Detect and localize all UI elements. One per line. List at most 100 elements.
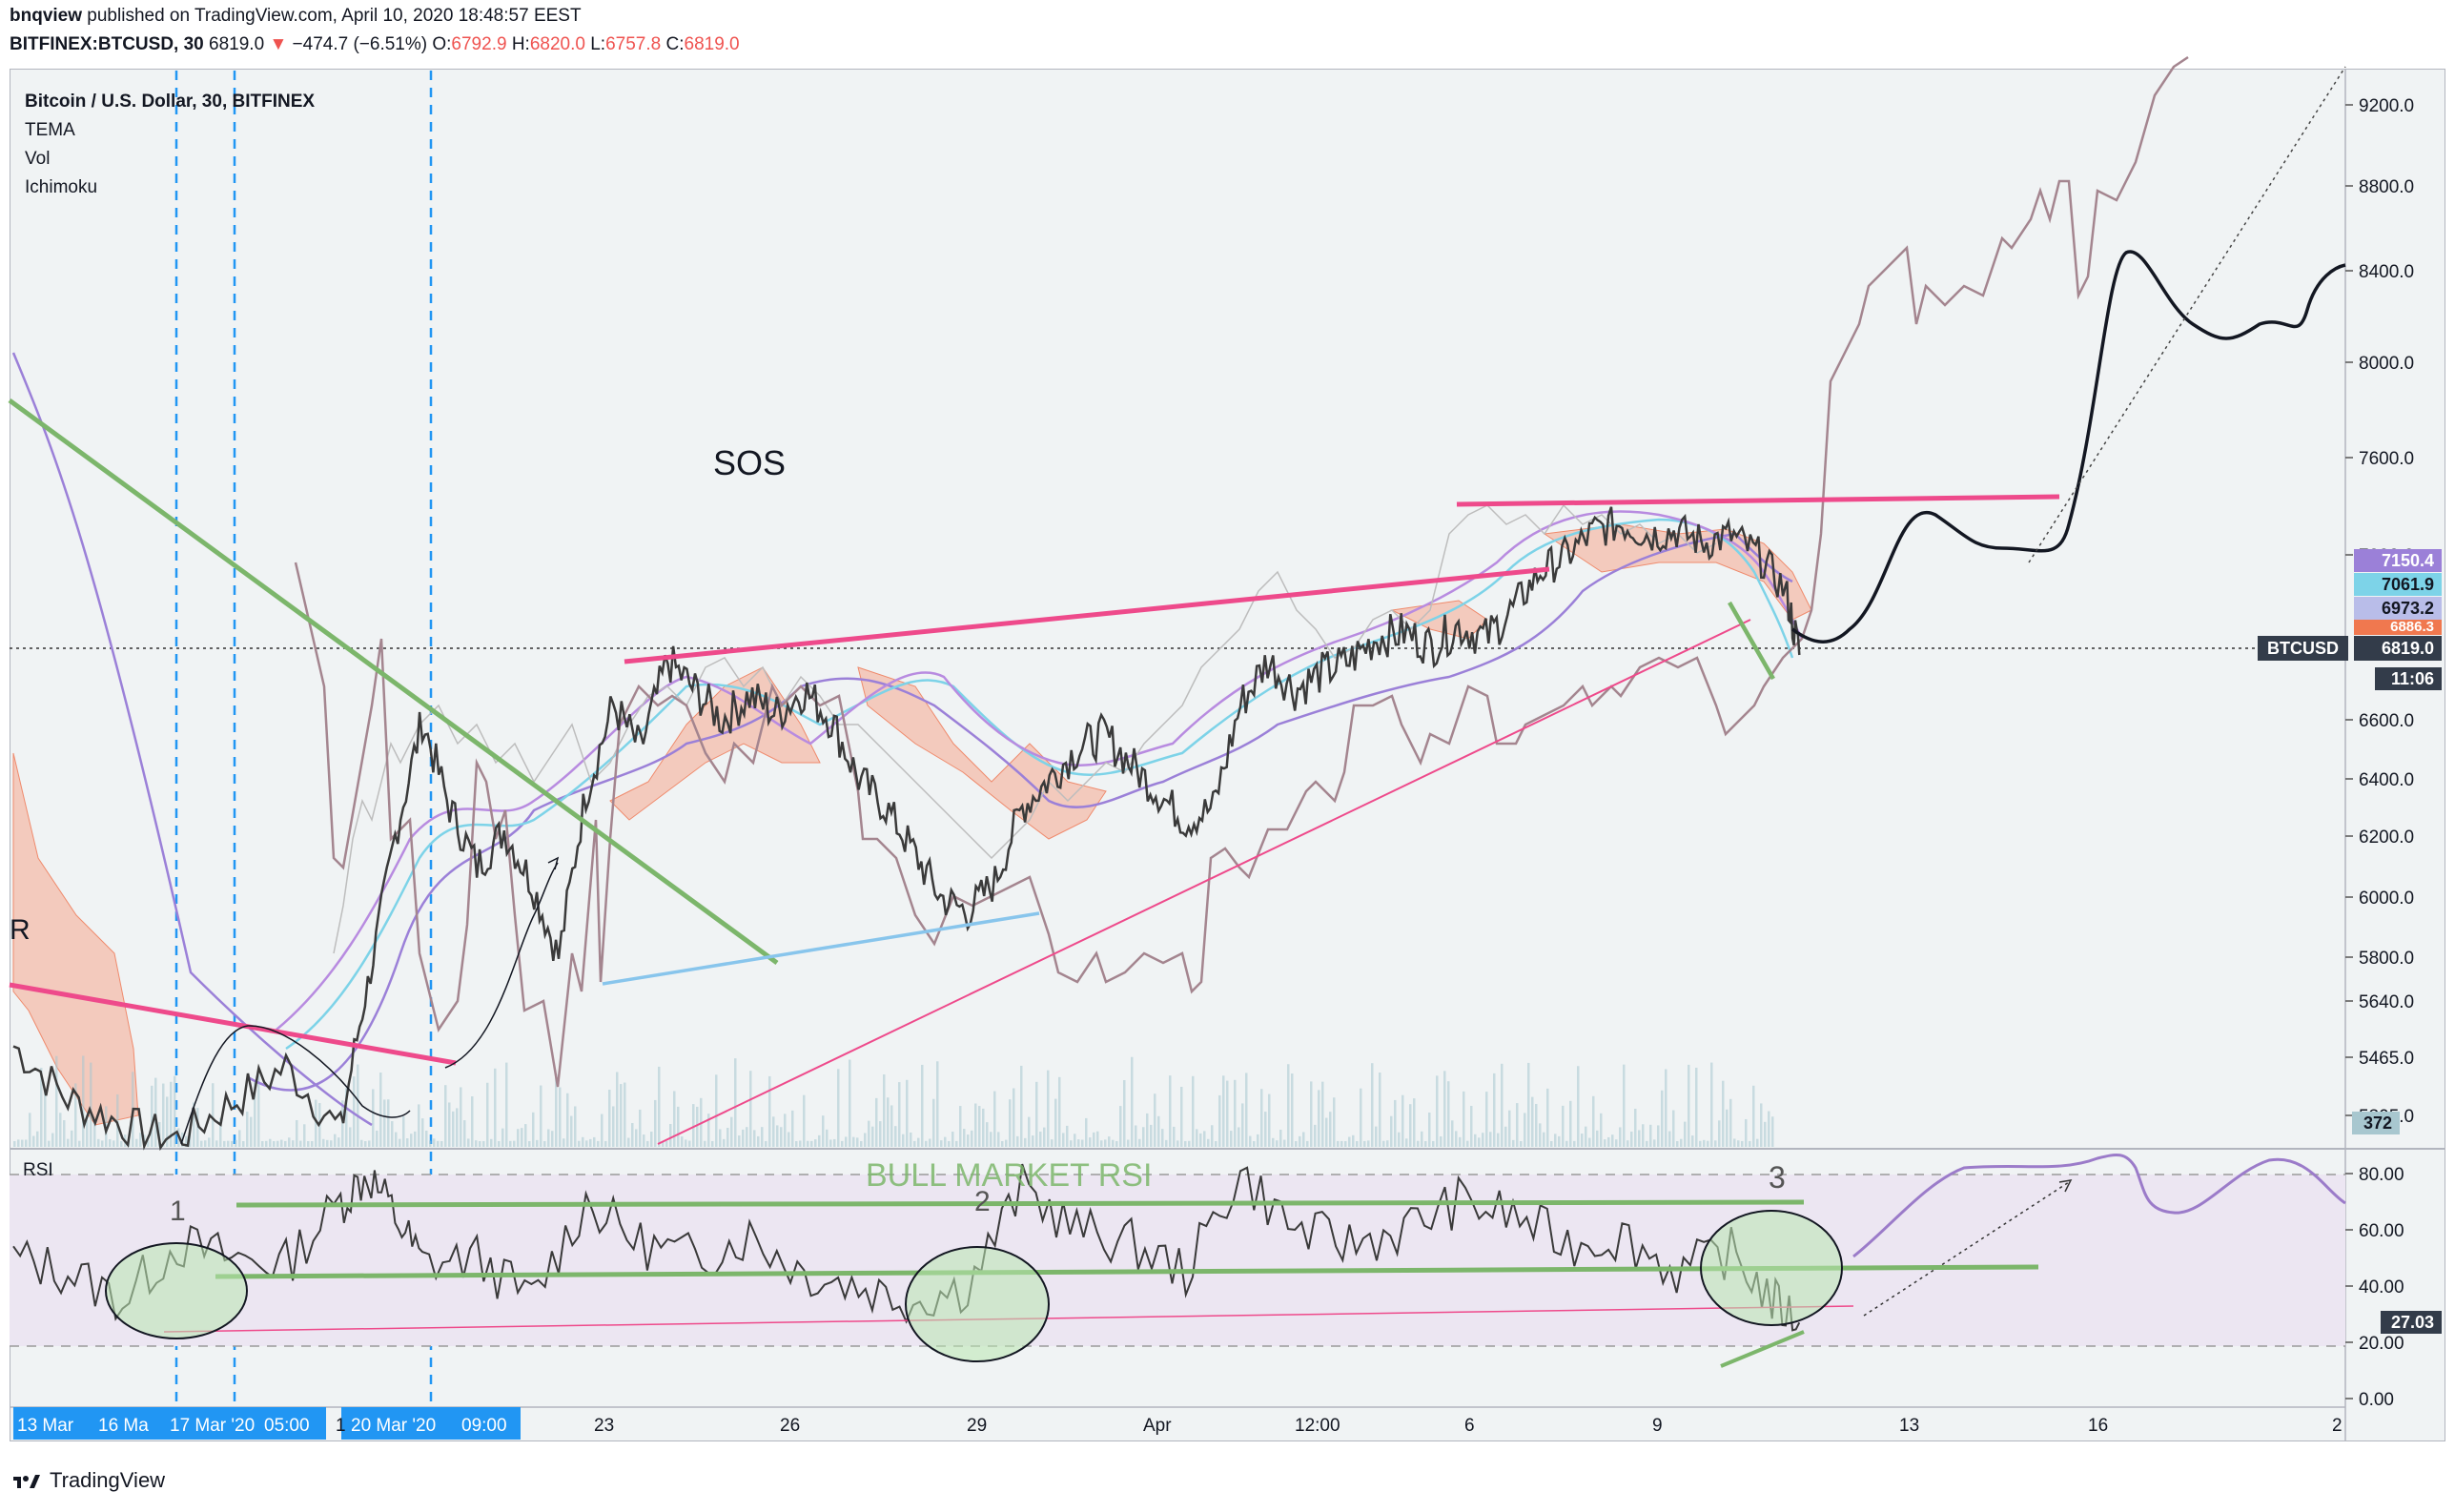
volume-bar <box>498 1140 501 1147</box>
volume-bar <box>1642 1124 1645 1147</box>
tema-lines <box>11 352 1804 1127</box>
volume-bar <box>1257 1134 1259 1147</box>
volume-bar <box>235 1139 237 1147</box>
volume-bar <box>1279 1129 1282 1147</box>
volume-bar <box>1585 1126 1587 1147</box>
volume-bar <box>1707 1140 1709 1147</box>
volume-bar <box>299 1140 302 1147</box>
rsi-tick-label: 20.00 <box>2359 1334 2404 1354</box>
time-range-highlight-2[interactable] <box>341 1407 521 1440</box>
volume-bar <box>1089 1137 1092 1147</box>
time-tick-label: 26 <box>780 1416 801 1436</box>
change-value: −474.7 (−6.51%) <box>292 34 428 54</box>
open-label: O: <box>432 34 452 54</box>
volume-bar <box>1569 1100 1572 1147</box>
volume-bar <box>1325 1117 1328 1147</box>
volume-bar <box>265 1140 268 1147</box>
volume-bar <box>1653 1139 1656 1147</box>
volume-bar <box>13 1140 16 1147</box>
volume-bar <box>109 1138 112 1147</box>
legend-title[interactable]: Bitcoin / U.S. Dollar, 30, BITFINEX <box>25 92 316 112</box>
volume-bar <box>257 1075 260 1147</box>
volume-bar <box>482 1140 485 1147</box>
volume-bar <box>1535 1103 1538 1147</box>
close-value: 6819.0 <box>684 34 740 54</box>
volume-bar <box>1291 1073 1294 1147</box>
volume-bar <box>940 1140 943 1147</box>
time-tick-label: 6 <box>1464 1416 1475 1436</box>
rsi-pane-label: RSI <box>23 1160 53 1180</box>
publisher-name[interactable]: bnqview <box>10 6 83 26</box>
volume-bar <box>1085 1117 1088 1147</box>
volume-bar <box>227 1140 230 1147</box>
volume-bar <box>997 1132 1000 1147</box>
volume-bar <box>978 1106 981 1147</box>
volume-bar <box>170 1081 173 1147</box>
volume-bar <box>879 1121 882 1147</box>
volume-bar <box>948 1140 951 1147</box>
volume-bar <box>1531 1096 1534 1147</box>
volume-bar <box>32 1135 35 1147</box>
volume-bar <box>1321 1081 1324 1147</box>
volume-bar <box>616 1072 619 1147</box>
time-tick-label: 05:00 <box>264 1416 310 1436</box>
descending-trendline <box>8 398 779 966</box>
volume-bar <box>1485 1092 1488 1147</box>
volume-bar <box>707 1114 710 1147</box>
volume-bar <box>1211 1125 1214 1147</box>
volume-bar <box>1070 1140 1073 1147</box>
volume-bar <box>1382 1140 1385 1147</box>
volume-bar <box>1295 1140 1298 1147</box>
time-tick-label: 13 Mar <box>17 1416 74 1436</box>
tema-label-3: 6973.2 <box>2354 597 2442 620</box>
volume-bar <box>711 1140 714 1147</box>
volume-bar <box>269 1138 272 1147</box>
volume-bar <box>585 1140 588 1147</box>
volume-bar <box>1478 1137 1481 1147</box>
volume-bar <box>490 1138 493 1147</box>
sos-resistance-line <box>624 566 1550 664</box>
volume-bar <box>990 1132 992 1147</box>
volume-bar <box>1680 1138 1683 1147</box>
volume-bar <box>1363 1140 1366 1147</box>
volume-bar <box>799 1140 802 1147</box>
volume-bar <box>688 1140 691 1147</box>
volume-bar <box>1623 1064 1626 1147</box>
volume-bar <box>635 1129 638 1147</box>
low-value: 6757.8 <box>605 34 662 54</box>
volume-bar <box>570 1115 573 1147</box>
projection-black-line <box>1790 250 2346 644</box>
price-tick-label: 6400.0 <box>2359 770 2414 790</box>
tradingview-brand[interactable]: TradingView <box>50 1468 166 1492</box>
volume-bar <box>517 1129 520 1147</box>
rsi-axis[interactable]: 0.00 20.00 40.00 60.00 80.00 <box>2345 1165 2404 1410</box>
volume-bar <box>1100 1140 1103 1147</box>
volume-bar <box>379 1073 382 1147</box>
time-range-highlight-1[interactable] <box>13 1407 326 1440</box>
legend-study-tema[interactable]: TEMA <box>25 120 75 140</box>
volume-bar <box>292 1140 295 1147</box>
publish-info: bnqview published on TradingView.com, Ap… <box>10 6 582 27</box>
volume-bar <box>288 1137 291 1147</box>
rsi-line <box>12 1163 1801 1332</box>
volume-bar <box>1649 1124 1652 1147</box>
legend-study-vol[interactable]: Vol <box>25 149 51 169</box>
volume-bar <box>1066 1125 1069 1147</box>
volume-bar <box>864 1133 867 1147</box>
volume-bar <box>1352 1134 1355 1147</box>
volume-bar <box>1390 1115 1393 1147</box>
legend-study-ichimoku[interactable]: Ichimoku <box>25 177 98 197</box>
time-tick-label: 20 Mar '20 <box>351 1416 437 1436</box>
volume-bar <box>673 1091 676 1147</box>
volume-bar <box>654 1099 657 1147</box>
volume-bar <box>1032 1135 1034 1147</box>
volume-bar <box>90 1062 92 1147</box>
volume-bar <box>1310 1081 1313 1147</box>
volume-bar <box>650 1132 653 1147</box>
projection-purple-line <box>294 55 2189 1088</box>
volume-bar <box>86 1120 89 1147</box>
volume-bar <box>322 1138 325 1147</box>
volume-bar <box>1077 1139 1080 1147</box>
volume-bar <box>593 1136 596 1147</box>
